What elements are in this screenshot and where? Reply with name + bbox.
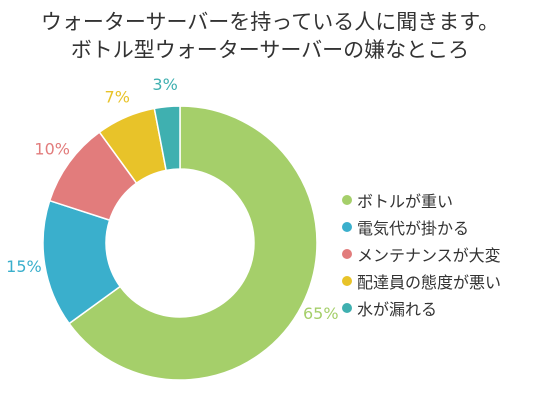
legend: ボトルが重い 電気代が掛かるメンテナンスが大変 配達員の態度が悪い 水が漏れる [342,186,537,321]
legend-item-5: 水が漏れる [342,294,537,321]
donut-slice-5 [153,105,181,172]
legend-item-4: 配達員の態度が悪い [342,267,537,294]
chart-title-line-2: ボトル型ウォーターサーバーの嫌なところ [70,38,470,62]
legend-label: 電気代が掛かる [357,218,470,238]
slice-label-3: 10% [34,140,70,159]
legend-swatch [342,221,352,232]
legend-item-3: メンテナンスが大変 [342,240,537,267]
donut-slice-1 [68,105,318,381]
legend-swatch [342,248,352,259]
slice-label-5: 3% [152,75,177,94]
legend-item-2: 電気代が掛かる [342,213,537,240]
slice-label-2: 15% [6,257,42,276]
legend-swatch [342,302,352,313]
legend-label: メンテナンスが大変 [357,245,501,265]
legend-item-1: ボトルが重い [342,186,537,213]
slice-label-1: 65% [303,304,339,323]
legend-label: ボトルが重い [357,191,454,211]
legend-swatch [342,275,352,286]
chart-title-line-1: ウォーターサーバーを持っている人に聞きます。 [40,10,500,34]
legend-label: 配達員の態度が悪い [357,272,502,292]
legend-label: 水が漏れる [357,299,438,319]
legend-swatch [342,194,352,205]
slice-label-4: 7% [105,87,130,106]
